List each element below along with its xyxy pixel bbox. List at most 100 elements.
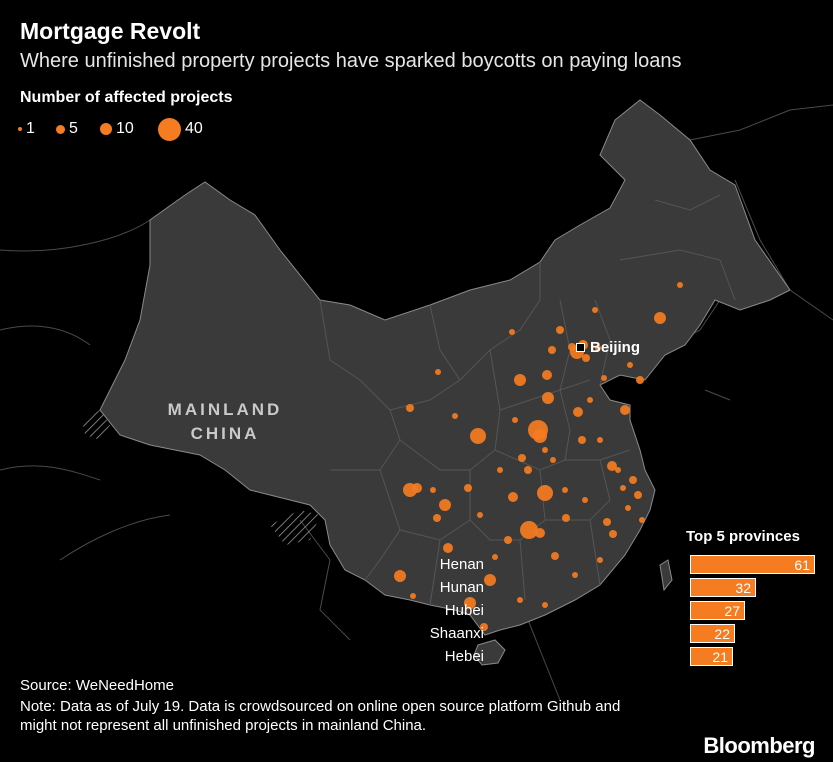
legend-label-5: 5 (69, 120, 78, 137)
legend-item-40: 40 (158, 114, 203, 144)
bar: 27 (690, 601, 745, 620)
legend-item-5: 5 (56, 114, 78, 144)
project-dot (609, 530, 617, 538)
project-dot (582, 354, 590, 362)
project-dot (582, 497, 588, 503)
chart-subtitle: Where unfinished property projects have … (20, 50, 682, 72)
project-dot (595, 345, 601, 351)
legend-dot-5 (56, 124, 65, 134)
bar-label: Hubei (444, 602, 484, 619)
project-dot (520, 521, 538, 539)
project-dot (439, 499, 451, 511)
bar: 21 (690, 647, 733, 666)
legend-dot-1 (18, 127, 22, 131)
project-dot (518, 454, 526, 462)
data-note: Note: Data as of July 19. Data is crowds… (20, 698, 621, 734)
project-dot (639, 517, 645, 523)
project-dot (430, 487, 436, 493)
project-dot (509, 329, 515, 335)
project-dot (603, 518, 611, 526)
disputed-area-south (270, 510, 320, 545)
top-provinces-title: Top 5 provinces (686, 528, 800, 545)
project-dots (394, 282, 683, 631)
project-dot (512, 417, 518, 423)
project-dot (410, 593, 416, 599)
legend-dot-40 (158, 117, 181, 141)
project-dot (542, 447, 548, 453)
project-dot (508, 492, 518, 502)
project-dot (470, 428, 486, 444)
project-dot (394, 570, 406, 582)
project-dot (406, 404, 414, 412)
project-dot (542, 392, 554, 404)
project-dot (677, 282, 683, 288)
project-dot (517, 597, 523, 603)
island-east (659, 559, 673, 592)
project-dot (548, 346, 556, 354)
bar: 32 (690, 578, 756, 597)
bar: 22 (690, 624, 735, 643)
bar-label: Shaanxi (429, 625, 484, 642)
project-dot (627, 362, 633, 368)
project-dot (597, 437, 603, 443)
bar: 61 (690, 555, 815, 574)
bar-value: 21 (712, 649, 728, 665)
project-dot (592, 307, 598, 313)
project-dot (562, 514, 570, 522)
project-dot (433, 514, 441, 522)
china-landmass (99, 99, 791, 636)
project-dot (480, 623, 488, 631)
project-dot (607, 461, 617, 471)
legend-label-1: 1 (26, 120, 35, 137)
project-dot (514, 374, 526, 386)
project-dot (524, 466, 532, 474)
project-dot (601, 375, 607, 381)
capital-square-icon (576, 343, 585, 352)
bar-value: 61 (794, 557, 810, 573)
bar-label: Hunan (439, 579, 484, 596)
project-dot (452, 413, 458, 419)
project-dot (629, 476, 637, 484)
region-label-line1: MAINLAND (167, 400, 283, 419)
project-dot (636, 376, 644, 384)
project-dot (497, 467, 503, 473)
project-dot (542, 370, 552, 380)
legend-label-10: 10 (116, 120, 134, 137)
project-dot (620, 485, 626, 491)
project-dot (533, 429, 547, 443)
bar-label: Hebei (444, 648, 484, 665)
project-dot (542, 602, 548, 608)
beijing-label: Beijing (590, 339, 641, 356)
project-dot (435, 369, 441, 375)
bar-value: 32 (735, 580, 751, 596)
beijing-marker: Beijing (576, 339, 640, 356)
region-label-line2: CHINA (190, 424, 260, 443)
hainan-island (473, 639, 506, 666)
project-dot (587, 397, 593, 403)
chart-title: Mortgage Revolt (20, 18, 201, 44)
bloomberg-logo: Bloomberg (703, 733, 815, 758)
project-dot (550, 457, 556, 463)
project-dot (578, 436, 586, 444)
source-note: Source: WeNeedHome (20, 677, 174, 694)
region-label-mainland-china: MAINLAND CHINA (150, 398, 300, 446)
project-dot (412, 483, 422, 493)
project-dot (464, 484, 472, 492)
project-dot (572, 572, 578, 578)
project-dot (537, 485, 553, 501)
project-dot (504, 536, 512, 544)
legend-label-40: 40 (185, 120, 203, 137)
project-dot (562, 487, 568, 493)
project-dot (443, 543, 453, 553)
project-dot (615, 467, 621, 473)
legend-dot-10 (100, 123, 112, 135)
legend-title: Number of affected projects (20, 89, 233, 106)
disputed-area-west (82, 410, 110, 440)
project-dot (568, 343, 576, 351)
project-dot (492, 554, 498, 560)
project-dot (654, 312, 666, 324)
project-dot (477, 512, 483, 518)
project-dot (556, 326, 564, 334)
bar-label: Henan (439, 556, 484, 573)
